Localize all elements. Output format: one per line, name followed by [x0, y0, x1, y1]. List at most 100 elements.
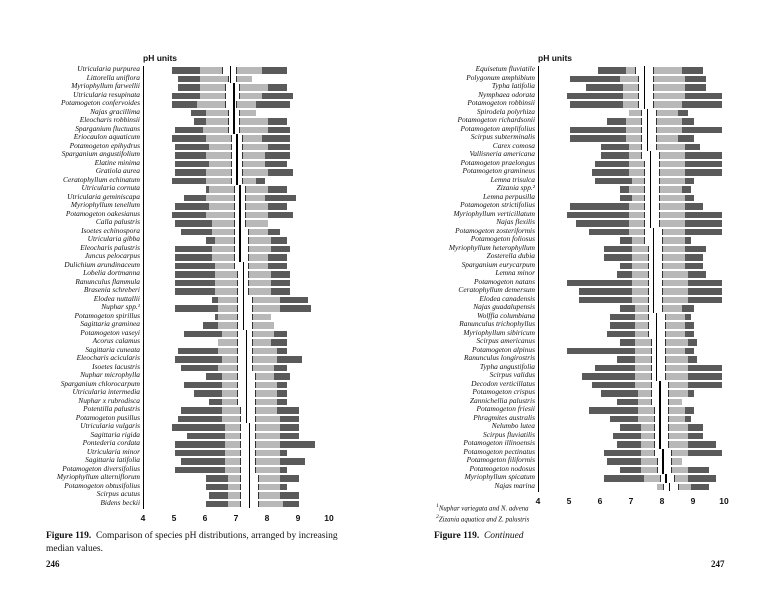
species-row: Ceratophyllum echinatum — [63, 175, 330, 185]
median-mark — [659, 414, 661, 423]
median-mark — [233, 108, 235, 117]
inner-range-bar — [622, 92, 685, 99]
species-row: Isoetes echinospora — [81, 226, 330, 236]
median-mark — [653, 295, 655, 304]
species-row: Utricularia geminiscapa — [67, 192, 330, 202]
species-label: Elodea canadensis — [479, 293, 535, 303]
median-mark — [242, 261, 244, 270]
median-mark — [646, 142, 649, 151]
median-mark — [646, 117, 649, 126]
central-range-bar — [237, 347, 253, 354]
species-row: Potamogeton vaseyi — [80, 328, 330, 338]
median-mark — [248, 491, 251, 500]
species-label: Potamogeton vaseyi — [80, 327, 140, 337]
species-label: Sagittaria graminea — [80, 319, 140, 328]
median-mark — [233, 83, 235, 92]
species-label: Zizania spp.² — [496, 183, 535, 192]
median-mark — [656, 338, 658, 347]
central-range-bar — [653, 441, 670, 448]
species-row: Potamogeton diversifolius — [62, 464, 330, 474]
species-row: Utricularia purpurea — [77, 64, 330, 75]
species-label: Sparganium fluctuans — [75, 123, 140, 133]
median-mark — [248, 499, 251, 508]
median-mark — [659, 406, 661, 415]
median-mark — [659, 440, 661, 449]
central-range-bar — [240, 458, 256, 465]
median-mark — [656, 321, 658, 330]
species-label: Vallisneria americana — [469, 149, 535, 158]
species-row: Myriophyllum spicatum — [465, 472, 725, 483]
median-mark — [230, 74, 232, 83]
species-label: Najas guadalupensis — [473, 302, 535, 311]
species-label: Potamogeton natans — [474, 276, 535, 286]
species-row: Pontederia cordata — [83, 438, 330, 449]
species-label: Utricularia minor — [86, 446, 140, 456]
central-range-bar — [237, 296, 253, 303]
median-mark — [245, 389, 247, 398]
species-row: Littorella uniflora — [87, 73, 330, 83]
median-mark — [236, 168, 238, 177]
species-label: Utricularia resupinata — [73, 89, 140, 99]
species-row: Sagittaria graminea — [80, 319, 330, 330]
species-label: Potamogeton pusillus — [75, 412, 140, 422]
species-row: Utricularia intermedia — [72, 387, 330, 398]
species-label: Potamogeton pectinatus — [463, 446, 535, 456]
species-label: Eleocharis robbinsii — [79, 115, 140, 124]
central-range-bar — [641, 118, 657, 125]
median-mark — [643, 83, 646, 92]
inner-range-bar — [625, 67, 682, 74]
central-range-bar — [240, 407, 256, 414]
x-tick-label: 8 — [264, 513, 270, 523]
species-label: Sparganium angustifolium — [61, 149, 140, 158]
median-mark — [245, 414, 247, 423]
central-range-bar — [656, 458, 673, 465]
species-label: Typha latifolia — [491, 81, 535, 90]
median-mark — [239, 202, 241, 211]
species-row: Nuphar microphylla — [80, 370, 330, 381]
median-mark — [653, 270, 655, 279]
species-row: Myriophyllum tenellum — [71, 200, 330, 211]
species-label: Potamogeton gramineus — [462, 166, 535, 175]
median-mark — [242, 287, 244, 296]
median-mark — [653, 261, 655, 270]
median-mark — [236, 176, 238, 185]
median-mark — [653, 278, 655, 287]
species-row: Utricularia gibba — [88, 234, 330, 245]
species-row: Potamogeton pusillus — [76, 413, 330, 423]
species-row: Dulichium arundinaceum — [64, 260, 330, 270]
species-row: Potentilla palustris — [83, 404, 330, 415]
ph-distribution-chart: Utricularia purpurea Littorella uniflora M… — [57, 64, 330, 509]
median-mark — [662, 448, 664, 457]
ph-units-label: pH units — [538, 53, 572, 63]
central-range-bar — [237, 356, 253, 363]
median-mark — [245, 406, 247, 415]
median-mark — [239, 193, 241, 202]
central-range-bar — [641, 109, 657, 116]
central-range-bar — [650, 364, 667, 371]
central-range-bar — [647, 279, 663, 286]
central-range-bar — [644, 169, 660, 176]
median-mark — [233, 91, 235, 100]
central-range-bar — [647, 296, 663, 303]
x-tick-label: 6 — [202, 513, 208, 523]
species-row: Myriophyllum heterophyllum — [449, 243, 725, 253]
species-row: Potamogeton alpinus — [472, 345, 725, 355]
outer-range-bar — [178, 75, 219, 82]
species-label: Sagittaria cuneata — [85, 344, 140, 354]
species-label: Gratiola aurea — [95, 166, 140, 175]
median-mark — [649, 159, 652, 168]
median-mark — [233, 125, 235, 134]
median-mark — [668, 482, 670, 491]
central-range-bar — [641, 143, 657, 150]
species-row: Scirpus acutus — [97, 489, 330, 500]
species-row: Scirpus subterminalis — [471, 132, 725, 143]
caption-label: Figure 119. — [434, 531, 480, 541]
central-range-bar — [659, 475, 676, 482]
species-row: Sparganium eurycarpum — [462, 260, 725, 270]
species-label: Utricularia cornuta — [81, 183, 140, 192]
species-label: Potamogeton illinoensis — [463, 438, 535, 447]
species-label: Potamogeton foliosus — [470, 234, 535, 243]
species-row: Decodon verticillatus — [471, 379, 725, 389]
median-mark — [242, 278, 244, 287]
species-row: Isoetes lacustris — [92, 362, 330, 372]
